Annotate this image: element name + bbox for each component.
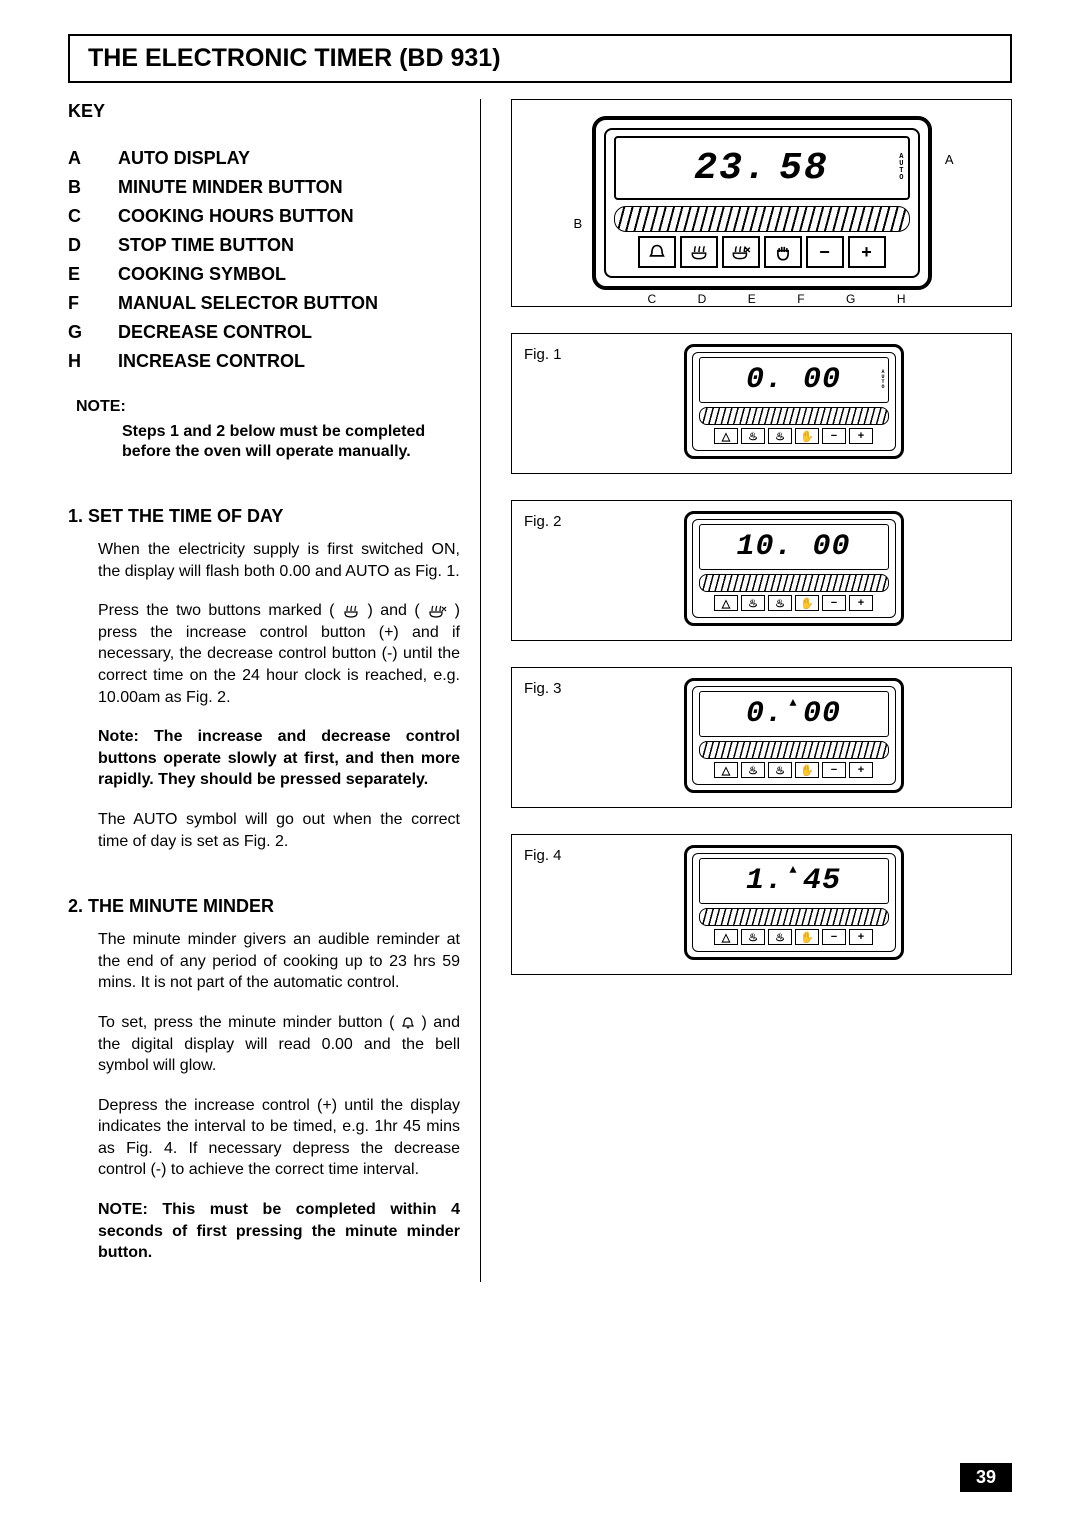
lcd-screen-small: ▲ 0. 00 [699, 691, 889, 737]
lcd-screen-small: ▲ 1. 45 [699, 858, 889, 904]
callout-b: B [574, 216, 583, 231]
key-label: AUTO DISPLAY [118, 144, 378, 173]
pot-x-icon [427, 604, 447, 618]
key-letter: D [68, 231, 118, 260]
figure-1: Fig. 1 0. 00 AUTO △♨♨✋−+ [511, 333, 1012, 474]
section-heading: 1. SET THE TIME OF DAY [68, 506, 460, 527]
body-note-bold: NOTE: This must be completed within 4 se… [98, 1199, 460, 1264]
key-label: DECREASE CONTROL [118, 318, 378, 347]
figure-label: Fig. 1 [524, 344, 588, 363]
body-text: To set, press the minute minder button (… [98, 1012, 460, 1077]
key-letter: H [68, 347, 118, 376]
key-letter: A [68, 144, 118, 173]
key-letter: E [68, 260, 118, 289]
body-note-bold: Note: The increase and decrease control … [98, 726, 460, 791]
figure-2: Fig. 2 10. 00 △♨♨✋−+ [511, 500, 1012, 641]
figure-3: Fig. 3 ▲ 0. 00 △♨♨✋−+ [511, 667, 1012, 808]
key-heading: KEY [68, 101, 460, 122]
figure-label: Fig. 4 [524, 845, 588, 864]
page-title: THE ELECTRONIC TIMER (BD 931) [68, 34, 1012, 83]
section-heading: 2. THE MINUTE MINDER [68, 896, 460, 917]
key-letter: B [68, 173, 118, 202]
bell-symbol-icon: ▲ [789, 696, 797, 710]
minus-button[interactable]: − [806, 236, 844, 268]
lcd-screen: 23. 58 AUTO [614, 136, 910, 200]
key-letter: F [68, 289, 118, 318]
pot-icon [342, 604, 360, 618]
lcd-frame: 23. 58 AUTO − + [592, 116, 932, 290]
hatch-bar [614, 206, 910, 232]
figure-4: Fig. 4 ▲ 1. 45 △♨♨✋−+ [511, 834, 1012, 975]
figure-main: 23. 58 AUTO − + [511, 99, 1012, 307]
body-text: Press the two buttons marked ( ) and ( )… [98, 600, 460, 708]
key-table: AAUTO DISPLAY BMINUTE MINDER BUTTON CCOO… [68, 144, 378, 376]
key-label: INCREASE CONTROL [118, 347, 378, 376]
lcd-screen-small: 10. 00 [699, 524, 889, 570]
right-column: 23. 58 AUTO − + [480, 99, 1012, 1282]
bell-button[interactable] [638, 236, 676, 268]
lcd-screen-small: 0. 00 AUTO [699, 357, 889, 403]
pot-button[interactable] [680, 236, 718, 268]
left-column: KEY AAUTO DISPLAY BMINUTE MINDER BUTTON … [68, 99, 480, 1282]
body-text: The AUTO symbol will go out when the cor… [98, 809, 460, 852]
note-body: Steps 1 and 2 below must be completed be… [122, 422, 460, 462]
body-text: Depress the increase control (+) until t… [98, 1095, 460, 1181]
key-letter: G [68, 318, 118, 347]
body-text: When the electricity supply is first swi… [98, 539, 460, 582]
plus-button[interactable]: + [848, 236, 886, 268]
pot-x-button[interactable] [722, 236, 760, 268]
body-text: The minute minder givers an audible remi… [98, 929, 460, 994]
note-label: NOTE: [76, 398, 460, 416]
page-number: 39 [960, 1463, 1012, 1492]
callout-a: A [945, 152, 954, 167]
callout-row: C D E F G H [642, 292, 912, 306]
key-letter: C [68, 202, 118, 231]
bell-symbol-icon: ▲ [789, 863, 797, 877]
key-label: COOKING HOURS BUTTON [118, 202, 378, 231]
bell-icon [401, 1016, 415, 1030]
key-label: COOKING SYMBOL [118, 260, 378, 289]
key-label: MINUTE MINDER BUTTON [118, 173, 378, 202]
key-label: STOP TIME BUTTON [118, 231, 378, 260]
figure-label: Fig. 2 [524, 511, 588, 530]
key-label: MANUAL SELECTOR BUTTON [118, 289, 378, 318]
hand-button[interactable] [764, 236, 802, 268]
figure-label: Fig. 3 [524, 678, 588, 697]
auto-indicator: AUTO [899, 154, 903, 182]
